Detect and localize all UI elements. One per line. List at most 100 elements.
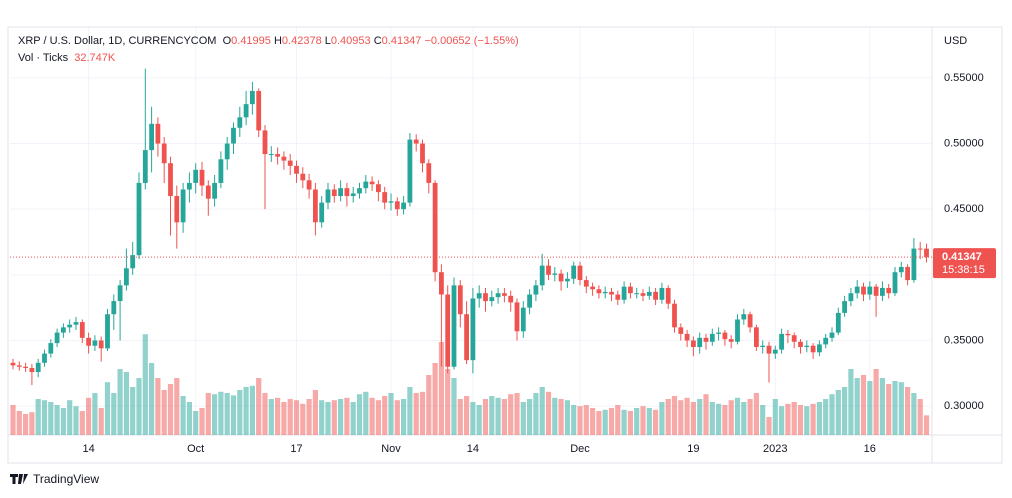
volume-bar bbox=[816, 402, 822, 435]
volume-bar bbox=[212, 394, 218, 435]
volume-value: 32.747K bbox=[74, 52, 116, 64]
candle-body bbox=[609, 291, 614, 295]
candle-body bbox=[331, 189, 337, 197]
volume-bar bbox=[539, 387, 545, 435]
volume-bar bbox=[791, 402, 797, 435]
candle-body bbox=[495, 293, 501, 298]
volume-bar bbox=[230, 395, 237, 435]
candle-body bbox=[829, 332, 835, 338]
volume-bar bbox=[79, 411, 85, 435]
volume-bar bbox=[149, 363, 155, 435]
candle-body bbox=[823, 337, 829, 345]
volume-bar bbox=[923, 415, 930, 435]
candle-body bbox=[73, 322, 79, 325]
volume-bar bbox=[892, 381, 898, 435]
chart-frame bbox=[7, 26, 1003, 464]
volume-bar bbox=[117, 369, 123, 435]
candle-body bbox=[155, 123, 161, 144]
volume-bar bbox=[130, 387, 136, 435]
candle-body bbox=[306, 180, 312, 190]
volume-bar bbox=[111, 393, 117, 435]
volume-bar bbox=[67, 400, 73, 435]
volume-bar bbox=[287, 399, 293, 435]
volume-bar bbox=[338, 399, 344, 435]
candle-body bbox=[432, 182, 438, 273]
volume-bar bbox=[728, 400, 734, 435]
volume-bar bbox=[879, 378, 885, 435]
candle-body bbox=[243, 104, 249, 118]
volume-bar bbox=[545, 391, 552, 435]
candle-body bbox=[268, 154, 274, 156]
candle-body bbox=[376, 184, 381, 193]
volume-bar bbox=[98, 408, 104, 435]
grid bbox=[10, 28, 932, 435]
volume-bar bbox=[842, 387, 848, 435]
volume-bar bbox=[716, 403, 722, 435]
volume-bar bbox=[659, 402, 665, 435]
candles bbox=[10, 68, 929, 386]
volume-bar bbox=[640, 406, 646, 435]
volume-bar bbox=[256, 378, 262, 435]
candle-body bbox=[369, 181, 375, 185]
volume-bar bbox=[577, 406, 583, 435]
volume-bar bbox=[249, 385, 255, 435]
candle-body bbox=[552, 273, 558, 275]
volume-bar bbox=[356, 394, 363, 435]
candle-body bbox=[168, 163, 173, 197]
candle-body bbox=[439, 272, 444, 295]
candle-body bbox=[193, 169, 199, 183]
volume-bar bbox=[520, 402, 526, 435]
volume-bar bbox=[224, 393, 230, 435]
volume-bar bbox=[464, 396, 470, 435]
candle-body bbox=[917, 248, 923, 250]
volume-bar bbox=[514, 393, 520, 435]
candle-body bbox=[873, 286, 879, 296]
candle-body bbox=[300, 173, 306, 181]
candle-body bbox=[577, 265, 583, 281]
volume-bar bbox=[886, 384, 892, 435]
volume-bar bbox=[867, 381, 873, 435]
volume-bar bbox=[275, 397, 281, 435]
candle-body bbox=[722, 332, 728, 340]
symbol: XRP / U.S. Dollar, 1D, CURRENCYCOM bbox=[18, 35, 217, 47]
candle-body bbox=[817, 344, 822, 353]
candle-body bbox=[646, 291, 652, 296]
volume-bar bbox=[413, 393, 419, 435]
y-tick-label: 0.45000 bbox=[944, 203, 984, 215]
x-tick-label: Nov bbox=[381, 443, 401, 455]
candle-body bbox=[445, 294, 451, 367]
candle-body bbox=[92, 340, 98, 346]
candle-body bbox=[527, 294, 532, 308]
volume-bar bbox=[193, 411, 199, 435]
ohlc-value: 0.42378 bbox=[281, 35, 322, 47]
volume-bar bbox=[760, 405, 766, 435]
volume-bar bbox=[432, 363, 438, 435]
volume-bar bbox=[634, 408, 640, 435]
volume-bar bbox=[23, 414, 29, 435]
candle-body bbox=[634, 293, 640, 295]
candle-body bbox=[212, 182, 217, 199]
candle-body bbox=[16, 365, 22, 367]
candle-body bbox=[451, 285, 457, 367]
candle-body bbox=[187, 182, 192, 190]
candle-body bbox=[287, 160, 293, 166]
volume-bar bbox=[527, 399, 533, 435]
candle-body bbox=[142, 150, 148, 183]
volume-bar bbox=[552, 397, 558, 435]
candle-body bbox=[48, 343, 54, 354]
volume-bar bbox=[501, 399, 507, 435]
candle-body bbox=[502, 293, 507, 296]
candle-body bbox=[615, 294, 621, 300]
volume-bars bbox=[10, 334, 930, 435]
candle-body bbox=[130, 255, 136, 269]
volume-bar bbox=[48, 402, 54, 435]
candle-body bbox=[262, 130, 268, 155]
volume-bar bbox=[262, 393, 268, 435]
volume-bar bbox=[60, 408, 66, 435]
candle-body bbox=[810, 345, 816, 353]
x-tick-label: Dec bbox=[570, 443, 590, 455]
volume-bar bbox=[860, 375, 867, 435]
volume-bar bbox=[848, 369, 854, 435]
